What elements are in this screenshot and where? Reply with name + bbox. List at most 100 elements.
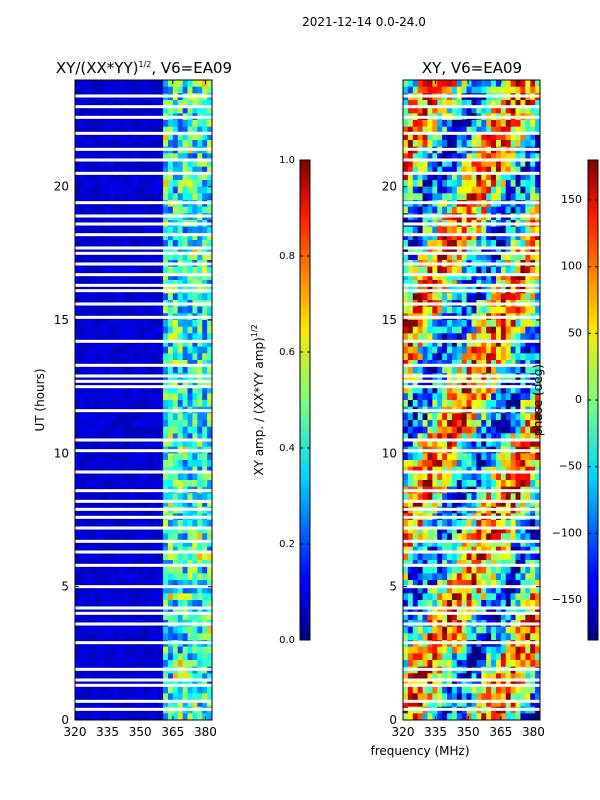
heatmap-cell	[476, 153, 482, 161]
heatmap-cell	[461, 153, 467, 161]
heatmap-cell	[515, 393, 521, 401]
heatmap-cell	[500, 426, 507, 434]
heatmap-cell	[104, 206, 110, 214]
heatmap-cell	[89, 253, 95, 261]
heatmap-cell	[79, 380, 86, 388]
heatmap-cell	[466, 100, 472, 108]
heatmap-cell	[143, 500, 149, 508]
heatmap-cell	[520, 573, 526, 581]
heatmap-cell	[515, 493, 521, 501]
heatmap-cell	[202, 180, 208, 188]
data-gap	[75, 585, 212, 589]
heatmap-cell	[133, 320, 139, 328]
heatmap-cell	[432, 400, 438, 408]
heatmap-cell	[447, 80, 453, 88]
heatmap-cell	[84, 493, 91, 501]
heatmap-cell	[403, 333, 409, 341]
heatmap-cell	[491, 86, 497, 94]
heatmap-cell	[403, 500, 409, 508]
heatmap-cell	[172, 560, 179, 568]
heatmap-cell	[476, 400, 482, 408]
heatmap-cell	[437, 280, 443, 288]
heatmap-cell	[456, 460, 463, 468]
heatmap-cell	[442, 466, 448, 474]
heatmap-cell	[456, 100, 463, 108]
heatmap-cell	[437, 440, 443, 448]
heatmap-cell	[403, 293, 409, 301]
heatmap-cell	[192, 686, 198, 694]
heatmap-cell	[451, 566, 458, 574]
heatmap-cell	[138, 613, 144, 621]
heatmap-cell	[471, 153, 477, 161]
heatmap-cell	[148, 166, 154, 174]
heatmap-cell	[119, 206, 125, 214]
heatmap-cell	[109, 173, 115, 181]
heatmap-cell	[451, 280, 458, 288]
heatmap-cell	[495, 186, 502, 194]
heatmap-cell	[481, 253, 487, 261]
heatmap-cell	[491, 366, 497, 374]
heatmap-cell	[114, 100, 120, 108]
heatmap-cell	[530, 540, 536, 548]
heatmap-cell	[535, 520, 541, 528]
heatmap-cell	[163, 86, 169, 94]
heatmap-cell	[520, 206, 526, 214]
heatmap-cell	[153, 566, 159, 574]
heatmap-cell	[158, 566, 164, 574]
heatmap-cell	[437, 380, 443, 388]
heatmap-cell	[182, 173, 188, 181]
heatmap-cell	[476, 533, 482, 541]
heatmap-cell	[505, 566, 512, 574]
heatmap-cell	[109, 426, 115, 434]
heatmap-cell	[202, 293, 208, 301]
heatmap-cell	[163, 693, 169, 701]
heatmap-cell	[187, 686, 193, 694]
heatmap-cell	[138, 246, 144, 254]
heatmap-cell	[197, 266, 203, 274]
heatmap-cell	[75, 553, 81, 561]
heatmap-cell	[456, 166, 463, 174]
heatmap-cell	[202, 366, 208, 374]
heatmap-cell	[407, 240, 414, 248]
heatmap-cell	[461, 593, 467, 601]
heatmap-cell	[495, 86, 502, 94]
heatmap-cell	[432, 420, 438, 428]
data-gap	[75, 147, 212, 151]
heatmap-cell	[114, 500, 120, 508]
heatmap-cell	[461, 440, 467, 448]
heatmap-cell	[476, 546, 482, 554]
heatmap-cell	[89, 160, 95, 168]
heatmap-cell	[104, 386, 110, 394]
heatmap-cell	[119, 493, 125, 501]
heatmap-cell	[451, 453, 458, 461]
heatmap-cell	[207, 453, 213, 461]
heatmap-cell	[451, 233, 458, 241]
heatmap-cell	[535, 133, 541, 141]
heatmap-cell	[133, 386, 139, 394]
heatmap-cell	[84, 540, 91, 548]
heatmap-cell	[94, 346, 100, 354]
heatmap-cell	[491, 600, 497, 608]
heatmap-cell	[202, 253, 208, 261]
heatmap-cell	[182, 433, 188, 441]
heatmap-cell	[412, 500, 419, 508]
heatmap-cell	[167, 500, 174, 508]
heatmap-cell	[451, 326, 458, 334]
heatmap-cell	[495, 553, 502, 561]
heatmap-cell	[133, 440, 139, 448]
heatmap-cell	[197, 326, 203, 334]
heatmap-cell	[172, 433, 179, 441]
heatmap-cell	[109, 713, 115, 721]
heatmap-cell	[207, 573, 213, 581]
heatmap-cell	[495, 326, 502, 334]
heatmap-cell	[407, 306, 414, 314]
heatmap-cell	[187, 106, 193, 114]
heatmap-cell	[530, 580, 536, 588]
heatmap-cell	[167, 653, 174, 661]
heatmap-cell	[138, 493, 144, 501]
heatmap-cell	[192, 346, 198, 354]
heatmap-cell	[422, 193, 428, 201]
heatmap-cell	[505, 193, 512, 201]
heatmap-cell	[79, 246, 86, 254]
heatmap-cell	[163, 153, 169, 161]
